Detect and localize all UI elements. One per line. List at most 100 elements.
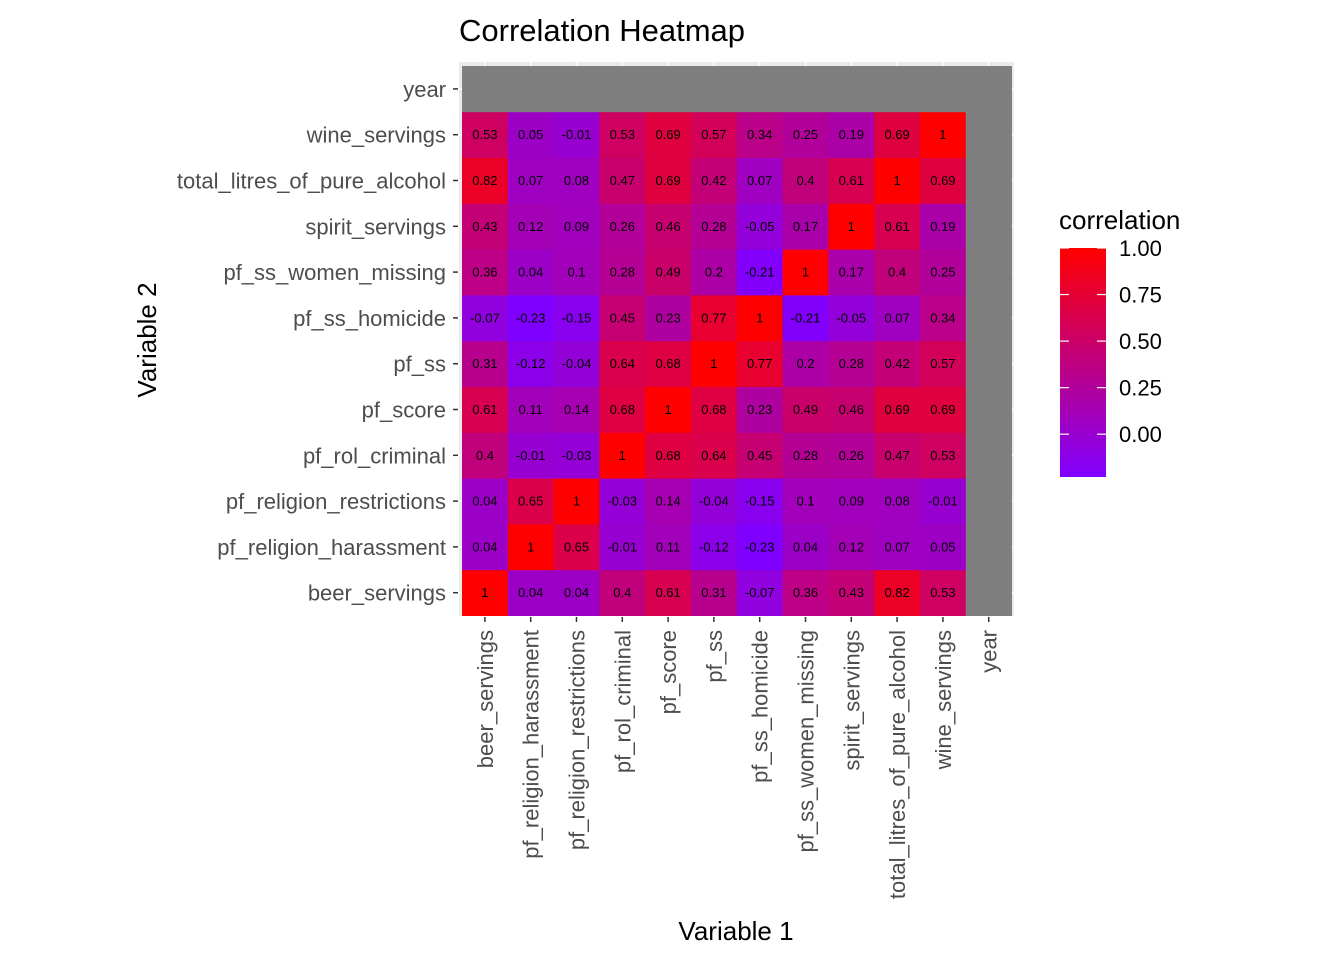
heatmap-cell (462, 478, 509, 525)
heatmap-cell (965, 66, 1012, 113)
cell-value-label: 1 (527, 539, 534, 554)
cell-value-label: 0.36 (793, 585, 818, 600)
cell-value-label: 0.53 (930, 448, 955, 463)
y-tick-label: year (403, 77, 446, 102)
heatmap-cell (462, 340, 509, 387)
y-tick-label: pf_ss (393, 352, 446, 377)
heatmap-cell (691, 569, 738, 616)
heatmap-cell (782, 524, 829, 571)
color-legend: correlation 1.00 0.75 0.50 0.25 0.00 (1059, 205, 1180, 477)
heatmap-cell (462, 569, 509, 616)
cell-value-label: 1 (802, 265, 809, 280)
cell-value-label: 0.1 (567, 265, 585, 280)
heatmap-cell (691, 249, 738, 296)
cell-value-label: 0.04 (518, 585, 543, 600)
heatmap-cell (553, 432, 600, 479)
cell-value-label: 0.07 (518, 173, 543, 188)
cell-value-label: 0.25 (793, 127, 818, 142)
heatmap-cell (599, 524, 646, 571)
y-tick-label: spirit_servings (305, 214, 446, 239)
heatmap-cell (645, 249, 692, 296)
heatmap-cell (599, 569, 646, 616)
heatmap-cell (782, 249, 829, 296)
heatmap-cell (691, 478, 738, 525)
heatmap-cell (645, 386, 692, 433)
cell-value-label: 0.45 (610, 310, 635, 325)
heatmap-cell (782, 386, 829, 433)
heatmap-cell (736, 478, 783, 525)
legend-color-bar (1060, 248, 1106, 477)
y-tick-label: beer_servings (308, 581, 446, 606)
x-tick-label: pf_ss (702, 630, 727, 683)
heatmap-cell (645, 111, 692, 158)
heatmap-cell (645, 524, 692, 571)
heatmap-cell (462, 111, 509, 158)
heatmap-cell (645, 569, 692, 616)
cell-value-label: -0.15 (562, 310, 592, 325)
heatmap-cell (874, 111, 921, 158)
cell-value-label: 0.69 (930, 173, 955, 188)
heatmap-cell (645, 478, 692, 525)
cell-value-label: 0.82 (884, 585, 909, 600)
cell-value-label: 0.49 (655, 265, 680, 280)
heatmap-cell (462, 295, 509, 342)
heatmap-cell (965, 111, 1012, 158)
heatmap-cell (553, 66, 600, 113)
heatmap-cell (736, 340, 783, 387)
cell-value-label: 0.46 (839, 402, 864, 417)
heatmap-cell (645, 295, 692, 342)
cell-value-label: 0.45 (747, 448, 772, 463)
heatmap-cell (736, 432, 783, 479)
x-tick-label: pf_religion_harassment (519, 630, 544, 859)
cell-labels: 1 0.04 0.04 0.4 0.61 0.31 -0.07 0.36 0.43 0.82 0.5… (470, 127, 958, 600)
heatmap-cell (965, 432, 1012, 479)
cell-value-label: 0.12 (839, 539, 864, 554)
heatmap-cell (462, 386, 509, 433)
heatmap-cell (874, 203, 921, 250)
cell-value-label: -0.04 (562, 356, 592, 371)
cell-value-label: 0.49 (793, 402, 818, 417)
heatmap-cell (828, 386, 875, 433)
cell-value-label: 0.25 (930, 265, 955, 280)
heatmap-cell (736, 386, 783, 433)
heatmap-cell (874, 157, 921, 204)
cell-value-label: 0.65 (564, 539, 589, 554)
heatmap-cell (691, 111, 738, 158)
heatmap-cell (599, 478, 646, 525)
y-axis-title: Variable 2 (132, 282, 162, 397)
heatmap-cell (691, 295, 738, 342)
cell-value-label: 0.12 (518, 219, 543, 234)
heatmap-cell (828, 111, 875, 158)
cell-value-label: -0.04 (699, 494, 729, 509)
heatmap-cell (874, 432, 921, 479)
heatmap-cell (507, 340, 554, 387)
legend-break-label: 0.75 (1119, 283, 1162, 308)
cell-value-label: 0.28 (610, 265, 635, 280)
heatmap-cell (462, 432, 509, 479)
cell-value-label: 0.69 (884, 402, 909, 417)
heatmap-cell (828, 203, 875, 250)
heatmap-cell (553, 569, 600, 616)
heatmap-cell (965, 203, 1012, 250)
cell-value-label: 0.05 (930, 539, 955, 554)
cell-value-label: 0.77 (747, 356, 772, 371)
heatmap-cell (599, 295, 646, 342)
y-tick-label: pf_rol_criminal (303, 443, 446, 468)
cell-value-label: 0.17 (839, 265, 864, 280)
cell-value-label: 0.57 (701, 127, 726, 142)
heatmap-cell (874, 478, 921, 525)
cell-value-label: 0.04 (472, 539, 497, 554)
cell-value-label: 0.34 (930, 310, 955, 325)
heatmap-cell (965, 295, 1012, 342)
cell-value-label: 0.61 (884, 219, 909, 234)
legend-break-label: 0.00 (1119, 422, 1162, 447)
cell-value-label: -0.21 (791, 310, 821, 325)
heatmap-cell (828, 66, 875, 113)
heatmap-cell (691, 386, 738, 433)
heatmap-cell (920, 386, 967, 433)
heatmap-cell (828, 249, 875, 296)
heatmap-cell (874, 340, 921, 387)
cell-value-label: 0.47 (610, 173, 635, 188)
heatmap-cell (645, 203, 692, 250)
